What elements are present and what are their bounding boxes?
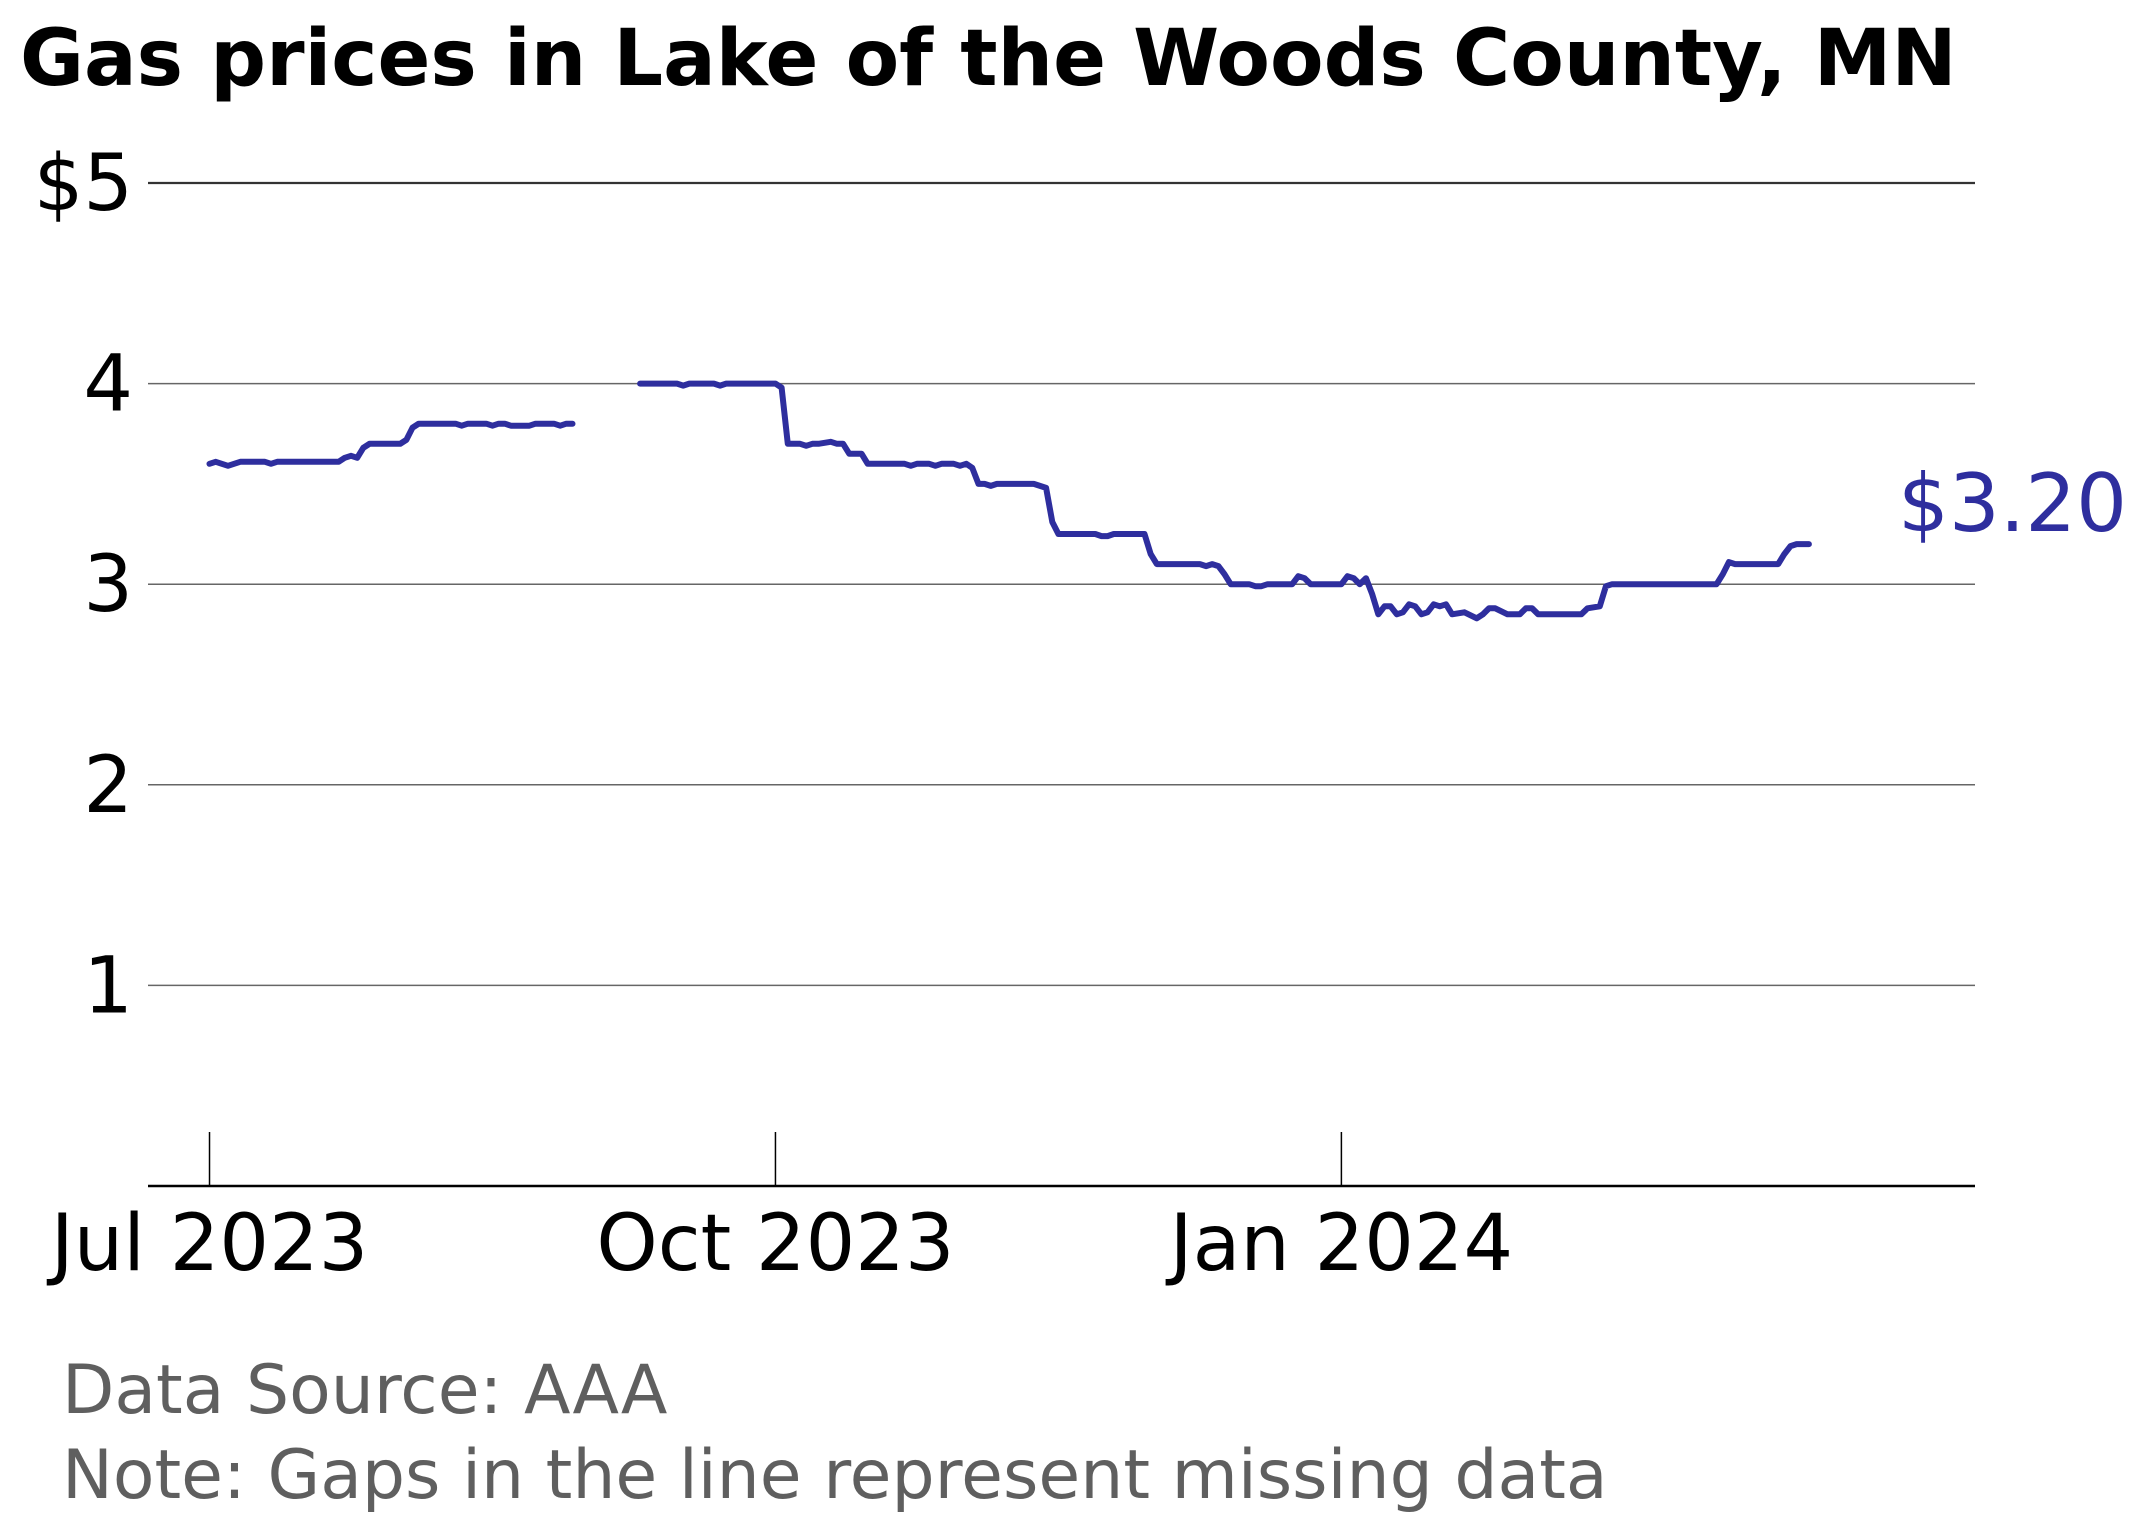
y-tick-label: $5 <box>34 139 133 229</box>
x-tick-label: Jan 2024 <box>1165 1199 1514 1289</box>
x-tick-label: Jul 2023 <box>46 1199 368 1289</box>
x-axis-ticks: Jul 2023 Oct 2023 Jan 2024 <box>46 1132 1513 1289</box>
y-tick-label: 1 <box>83 941 133 1031</box>
gridlines <box>148 181 1975 987</box>
missing-data-note: Note: Gaps in the line represent missing… <box>62 1436 1608 1515</box>
chart-title: Gas prices in Lake of the Woods County, … <box>20 14 1957 104</box>
x-tick-label: Oct 2023 <box>596 1199 954 1289</box>
series-line-segment <box>206 420 576 469</box>
data-source-note: Data Source: AAA <box>62 1351 667 1430</box>
latest-price-label: $3.20 <box>1898 457 2127 550</box>
price-series <box>206 380 1812 622</box>
series-line-segment <box>637 380 1812 622</box>
y-tick-label: 4 <box>83 340 133 430</box>
y-tick-label: 2 <box>83 741 133 831</box>
y-axis-tick-labels: $5 4 3 2 1 <box>34 139 133 1031</box>
y-tick-label: 3 <box>83 540 133 630</box>
